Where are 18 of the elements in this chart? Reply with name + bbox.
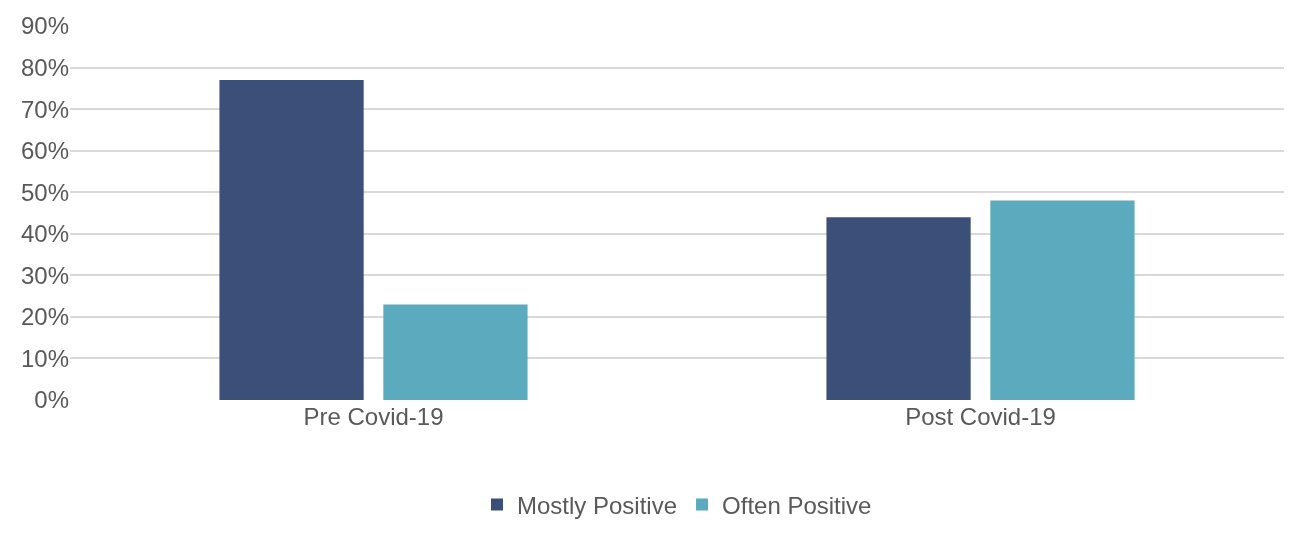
bar [990,200,1135,400]
y-tick-label: 50% [20,178,69,206]
bar [826,217,971,400]
y-tick-label: 30% [20,261,69,289]
y-tick-label: 40% [20,220,69,248]
bar [383,304,528,400]
y-tick-label: 80% [20,53,69,81]
x-tick-label: Post Covid-19 [905,403,1056,430]
x-tick-label: Pre Covid-19 [303,403,444,430]
y-tick-label: 0% [34,386,69,414]
bar [219,80,364,400]
y-tick-label: 90% [20,12,69,40]
y-tick-label: 10% [20,344,69,372]
legend-label: Often Positive [722,491,872,519]
y-tick-label: 60% [20,137,69,165]
y-tick-label: 20% [20,303,69,331]
legend-label: Mostly Positive [517,491,678,519]
y-tick-label: 70% [20,95,69,123]
